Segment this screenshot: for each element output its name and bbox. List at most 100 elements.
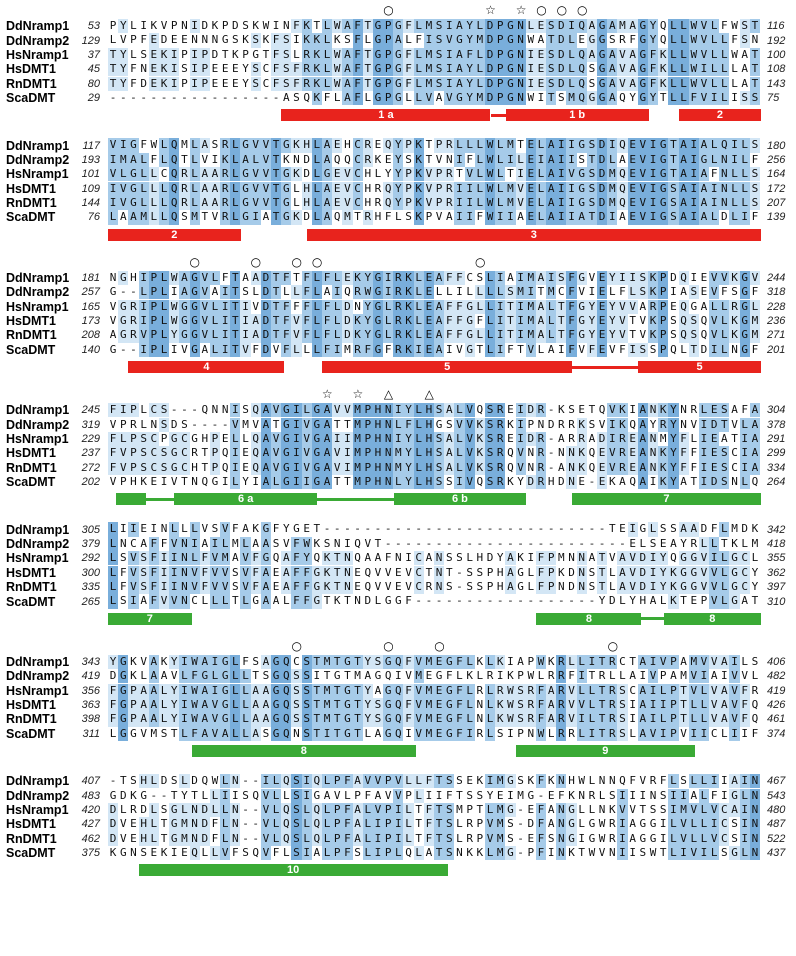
residue: L (456, 831, 463, 845)
residue: A (688, 522, 699, 537)
residue: I (647, 152, 659, 168)
residue: - (395, 522, 402, 536)
residue: R (362, 210, 373, 225)
residue: L (189, 167, 200, 182)
residue: S (484, 417, 496, 432)
start-residue-number: 292 (81, 552, 100, 565)
residue: - (486, 594, 494, 608)
residue: Q (169, 181, 180, 196)
residue: P (527, 654, 535, 668)
residue: C (731, 460, 738, 474)
residue: I (158, 565, 170, 580)
residue: L (608, 669, 616, 683)
residue: H (364, 167, 372, 181)
residue: T (505, 299, 516, 314)
residue: G (271, 683, 282, 698)
start-residue-number: 343 (81, 655, 100, 668)
residue: A (160, 669, 168, 683)
residue: E (466, 774, 473, 788)
residue: V (515, 460, 526, 475)
residue: L (271, 817, 282, 832)
residue: V (250, 138, 261, 153)
circle-symbol: ○ (577, 3, 588, 17)
end-residue-number: 100 (767, 48, 786, 61)
residue: E (148, 76, 159, 91)
residue: A (128, 210, 139, 225)
residue: I (425, 788, 433, 802)
residue: V (272, 342, 280, 356)
residue: L (709, 33, 720, 48)
residue: L (240, 712, 251, 727)
residue: G (220, 654, 231, 670)
residue: R (301, 62, 312, 77)
residue: C (719, 831, 730, 846)
residue: F (199, 580, 210, 595)
residue: E (507, 403, 514, 417)
residue: K (413, 210, 424, 225)
residue: M (413, 669, 424, 684)
residue: P (668, 654, 679, 670)
residue: K (301, 19, 312, 34)
residue: T (344, 417, 351, 431)
residue: Q (344, 285, 351, 299)
residue: N (731, 475, 738, 489)
residue: L (464, 697, 475, 713)
residue: F (140, 138, 147, 152)
residue: Y (362, 299, 373, 314)
start-residue-number: 45 (87, 63, 100, 76)
residue: - (456, 522, 463, 536)
residue: D (108, 831, 119, 846)
residue: P (181, 76, 188, 90)
residue: L (629, 726, 636, 740)
residue: E (242, 446, 249, 460)
residue: P (148, 342, 159, 357)
residue: A (138, 712, 149, 727)
residue: S (281, 62, 292, 77)
residue: Q (281, 654, 292, 670)
residue: L (332, 313, 343, 329)
residue: C (719, 802, 730, 818)
residue: G (281, 446, 292, 461)
residue: V (698, 565, 710, 580)
residue: F (454, 683, 465, 698)
residue: V (160, 19, 168, 33)
residue: G (435, 417, 443, 431)
residue: V (690, 417, 698, 431)
start-residue-number: 363 (81, 699, 100, 712)
residue: L (484, 846, 496, 861)
residue: K (466, 669, 473, 683)
residue: M (423, 47, 434, 63)
residue: D (484, 33, 496, 48)
residue: Q (311, 802, 322, 818)
residue: K (729, 313, 740, 329)
residue: L (311, 270, 322, 285)
residue: - (344, 522, 351, 536)
residue: V (637, 210, 648, 225)
residue: S (140, 47, 147, 61)
residue: L (311, 210, 322, 225)
residue: I (444, 76, 455, 91)
residue: I (647, 580, 659, 595)
residue: G (271, 669, 282, 684)
start-residue-number: 462 (81, 832, 100, 845)
sequence-row: RnDMT1 272 F V P S C S G C H T P Q I E Q A V G I V G A V I M P H N M Y L… (6, 460, 796, 475)
residue: I (729, 654, 740, 670)
residue: S (445, 475, 453, 489)
residue: D (303, 167, 310, 181)
residue: A (719, 712, 730, 727)
residue: L (282, 594, 290, 608)
residue: E (597, 460, 608, 475)
residue: S (496, 726, 504, 740)
residue: F (148, 580, 159, 595)
residue: V (647, 726, 659, 741)
residue: R (476, 683, 484, 697)
residue: G (118, 669, 129, 684)
residue: I (383, 285, 394, 300)
residue: K (466, 846, 473, 860)
end-residue-number: 236 (767, 315, 786, 328)
residue: G (189, 270, 200, 285)
